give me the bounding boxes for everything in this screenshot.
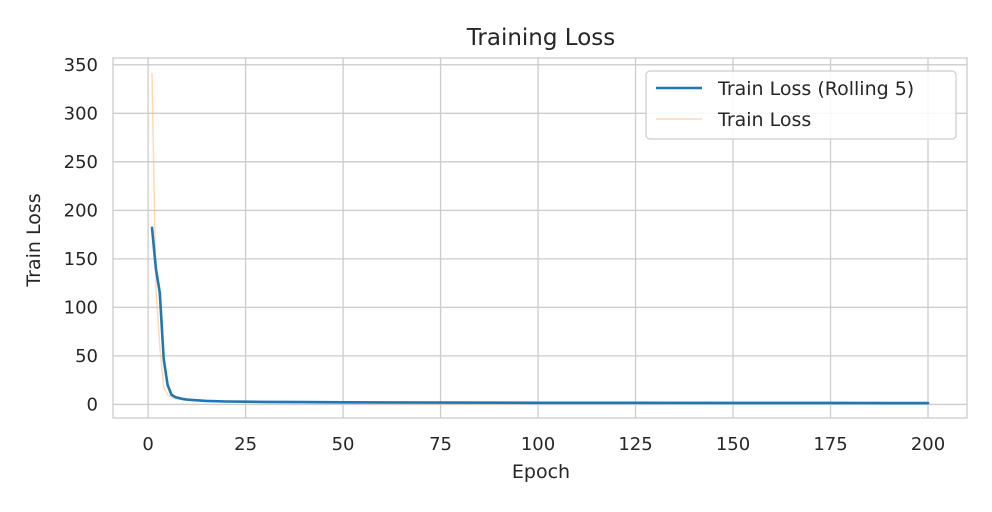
legend: Train Loss (Rolling 5) Train Loss xyxy=(645,70,957,140)
x-tick-label: 175 xyxy=(813,434,847,455)
x-tick-label: 50 xyxy=(332,434,355,455)
y-tick-label: 350 xyxy=(64,55,98,76)
y-tick-label: 50 xyxy=(75,346,98,367)
x-tick-label: 0 xyxy=(142,434,153,455)
legend-label-rolling: Train Loss (Rolling 5) xyxy=(717,78,914,100)
x-tick-label: 75 xyxy=(429,434,452,455)
x-tick-label: 150 xyxy=(716,434,750,455)
x-tick-labels: 0 25 50 75 100 125 150 175 200 xyxy=(142,434,945,455)
y-tick-labels: 0 50 100 150 200 250 300 350 xyxy=(64,55,98,416)
legend-label-raw: Train Loss xyxy=(717,109,811,131)
chart-title: Training Loss xyxy=(466,25,616,51)
x-tick-label: 200 xyxy=(911,434,945,455)
plot-border xyxy=(112,57,968,419)
y-tick-label: 200 xyxy=(64,200,98,221)
x-tick-label: 100 xyxy=(521,434,555,455)
x-tick-label: 125 xyxy=(618,434,652,455)
y-tick-label: 250 xyxy=(64,152,98,173)
y-tick-label: 150 xyxy=(64,249,98,270)
y-axis-label: Train Loss xyxy=(23,193,45,287)
series-layer xyxy=(150,72,930,405)
y-tick-label: 0 xyxy=(87,394,98,415)
x-tick-label: 25 xyxy=(234,434,257,455)
y-tick-label: 300 xyxy=(64,103,98,124)
y-tick-label: 100 xyxy=(64,297,98,318)
legend-box xyxy=(645,70,957,140)
series-line-rolling xyxy=(150,226,930,405)
x-axis-label: Epoch xyxy=(512,461,570,483)
